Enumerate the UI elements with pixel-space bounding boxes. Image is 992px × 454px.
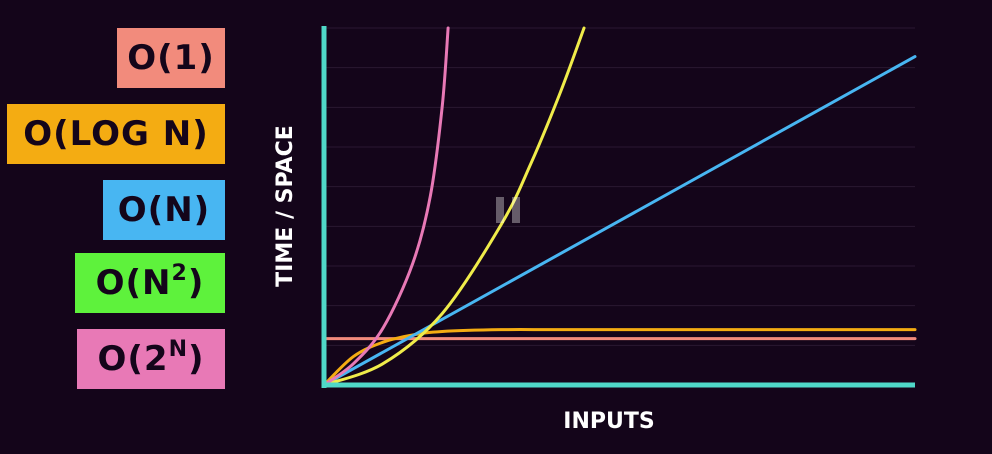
legend-on2-sup: 2 [171, 260, 188, 286]
legend-on-label: O(N) [117, 190, 211, 230]
pause-bar-left [496, 197, 504, 223]
pause-bar-right [512, 197, 520, 223]
legend-o1: O(1) [117, 28, 225, 88]
series-lines [322, 26, 917, 387]
series-line-ologn [322, 328, 917, 387]
series-line-o2n [322, 26, 450, 387]
y-axis-label: TIME / SPACE [273, 125, 298, 287]
legend-ologn: O(LOG N) [7, 104, 225, 164]
legend-on: O(N) [103, 180, 225, 240]
legend-o1-label: O(1) [127, 38, 215, 78]
legend-o2n: O(2 N) [77, 329, 225, 389]
legend-o2n-sup: N [168, 336, 188, 362]
x-axis-label: INPUTS [563, 409, 654, 434]
legend-ologn-label: O(LOG N) [23, 114, 209, 154]
series-line-on [322, 55, 917, 387]
legend-on2: O(N 2) [75, 253, 225, 313]
axes [321, 26, 915, 388]
series-line-on2 [322, 26, 586, 387]
legend-o2n-label: O(2 [97, 339, 169, 379]
legend-on2-label: O(N [95, 263, 172, 303]
legend-o2n-suffix: ) [187, 339, 205, 379]
legend-on2-suffix: ) [187, 263, 205, 303]
pause-icon[interactable] [482, 182, 534, 238]
grid [324, 27, 915, 346]
